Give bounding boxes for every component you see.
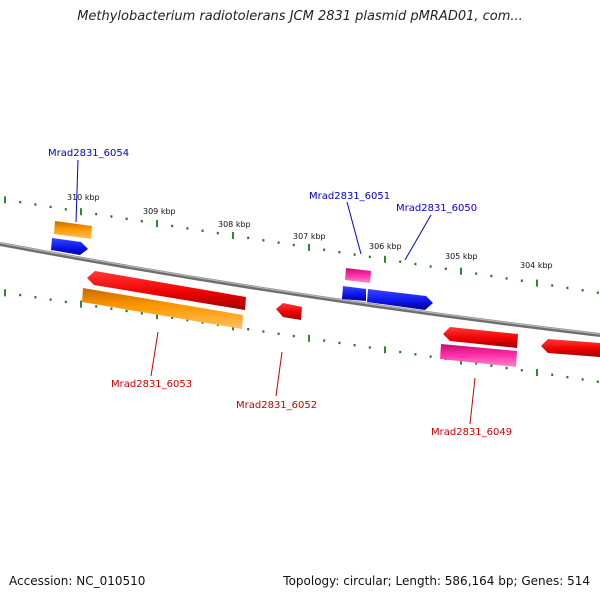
genome-backbone-highlight [0,242,600,335]
gene-offscreen-arrow[interactable] [541,339,600,357]
gene-Mrad2831_6053-arrow[interactable] [87,271,246,310]
tick-label-308: 308 kbp [218,220,251,229]
tick-label-309: 309 kbp [143,207,176,216]
leader-Mrad2831_6053 [150,331,159,377]
gene-label-Mrad2831_6050[interactable]: Mrad2831_6050 [396,203,477,214]
gene-Mrad2831_6054-arrow[interactable] [51,238,88,255]
gene-label-Mrad2831_6051[interactable]: Mrad2831_6051 [309,191,390,202]
tick-label-306: 306 kbp [369,242,402,251]
leader-Mrad2831_6051 [346,201,362,255]
leader-Mrad2831_6049 [469,377,476,425]
gene-label-Mrad2831_6052[interactable]: Mrad2831_6052 [236,400,317,411]
gene-Mrad2831_6054-orange[interactable] [54,221,92,239]
leader-Mrad2831_6052 [275,351,283,397]
genome-summary-text: Topology: circular; Length: 586,164 bp; … [283,574,590,588]
gene-Mrad2831_6051-pink[interactable] [345,268,371,283]
tick-label-305: 305 kbp [445,252,478,261]
gene-label-Mrad2831_6049[interactable]: Mrad2831_6049 [431,427,512,438]
gene-label-Mrad2831_6054[interactable]: Mrad2831_6054 [48,148,129,159]
tick-label-310: 310 kbp [67,193,100,202]
scale-ticks-upper [4,196,599,294]
gene-Mrad2831_6051-arrow[interactable] [342,286,366,301]
leader-Mrad2831_6054 [75,159,79,223]
gene-Mrad2831_6049-arrow[interactable] [443,327,518,348]
gene-label-Mrad2831_6053[interactable]: Mrad2831_6053 [111,379,192,390]
gene-Mrad2831_6052-arrow[interactable] [276,303,302,320]
genome-backbone [0,242,600,337]
tick-label-307: 307 kbp [293,232,326,241]
gene-Mrad2831_6049-pink[interactable] [440,344,517,367]
scale-ticks-lower [4,289,599,383]
accession-text: Accession: NC_010510 [9,574,146,588]
leader-Mrad2831_6050 [404,214,432,261]
tick-label-304: 304 kbp [520,261,553,270]
map-title: Methylobacterium radiotolerans JCM 2831 … [77,9,523,24]
gene-Mrad2831_6050-arrow[interactable] [367,289,433,310]
gene-Mrad2831_6053-orange[interactable] [82,288,243,329]
